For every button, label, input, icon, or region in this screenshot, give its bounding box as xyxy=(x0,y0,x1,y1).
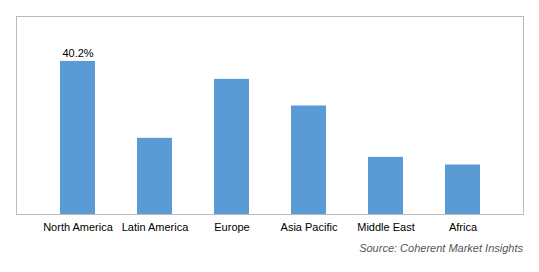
svg-text:Asia Pacific: Asia Pacific xyxy=(281,221,338,233)
svg-text:North America: North America xyxy=(43,221,114,233)
svg-text:Africa: Africa xyxy=(449,221,478,233)
html-text:Source: Coherent Market Insigh: Source: Coherent Market Insights xyxy=(359,242,523,254)
svg-text:Latin America: Latin America xyxy=(122,221,190,233)
svg-text:Europe: Europe xyxy=(214,221,249,233)
svg-text:40.2%: 40.2% xyxy=(62,47,93,59)
svg-text:Middle East: Middle East xyxy=(357,221,414,233)
